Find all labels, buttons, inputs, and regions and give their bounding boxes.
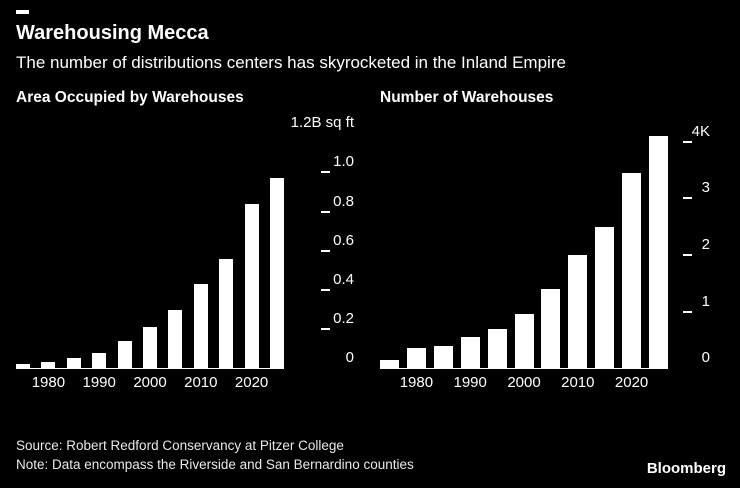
y-axis: 0 0.2 0.4 0.6 0.8 1.0 1.2B sq ft [284, 115, 356, 368]
x-tick-label: 2010 [184, 374, 218, 392]
y-tick-label: 3 [701, 179, 710, 197]
bar [41, 362, 56, 369]
x-tick-label: 1990 [82, 374, 116, 392]
chart-panel-area-occupied: Area Occupied by Warehouses 0 0.2 0.4 0.6 0.… [16, 89, 356, 396]
figure-title: Warehousing Mecca [16, 22, 209, 44]
y-tick-label: 4K [691, 122, 710, 140]
y-tick-label: 0.8 [333, 192, 354, 210]
x-tick-label: 2020 [614, 374, 649, 392]
note-line: Note: Data encompass the Riverside and S… [16, 457, 414, 473]
bar [92, 352, 107, 369]
bar [649, 136, 668, 369]
y-tick-label: 0.4 [333, 270, 354, 288]
footer: Source: Robert Redford Conservancy at Pi… [16, 437, 414, 475]
x-axis-labels: 1980 1990 2000 2010 2020 [16, 372, 356, 396]
bloomberg-logo: Bloomberg [646, 460, 726, 477]
y-tick-mark [683, 197, 692, 200]
bar [143, 327, 157, 369]
y-tick-mark [683, 140, 692, 143]
y-axis-unit-label: 1.2B sq ft [290, 114, 354, 132]
header: Warehousing Mecca The number of distribu… [0, 0, 740, 73]
bar [16, 364, 30, 369]
x-tick-label: 1980 [31, 374, 66, 392]
bar [487, 328, 507, 369]
x-tick-label: 2000 [133, 374, 167, 392]
y-tick-mark [683, 254, 692, 256]
source-line: Source: Robert Redford Conservancy at Pi… [16, 438, 344, 454]
y-axis: 0 1 2 3 4K [668, 124, 712, 368]
plot-area [16, 133, 284, 370]
y-tick-label: 0.2 [333, 310, 354, 328]
x-tick-label: 2020 [234, 374, 269, 392]
bar [568, 255, 588, 369]
y-tick-label: 1 [701, 292, 710, 310]
top-accent-mark [16, 10, 29, 14]
y-tick-mark [683, 310, 692, 313]
y-tick-mark [321, 210, 330, 213]
bar [380, 359, 399, 369]
x-tick-label: 1990 [453, 374, 487, 392]
bar [514, 314, 534, 369]
y-tick-label: 0 [345, 349, 354, 367]
x-axis-labels: 1980 1990 2000 2010 2020 [380, 372, 712, 396]
bar [433, 345, 453, 369]
y-tick-mark [321, 288, 330, 291]
bar [244, 203, 259, 369]
chart-title: Number of Warehouses [380, 89, 554, 107]
y-tick-mark [321, 249, 330, 252]
y-tick-label: 0 [701, 349, 710, 367]
y-tick-mark [321, 328, 330, 331]
chart-title: Area Occupied by Warehouses [16, 89, 244, 107]
bar [460, 337, 480, 369]
x-tick-label: 1980 [399, 374, 434, 392]
bar [541, 288, 561, 369]
chart-body: 0 0.2 0.4 0.6 0.8 1.0 1.2B sq ft [16, 115, 356, 370]
bar [117, 340, 132, 369]
bar [406, 348, 426, 369]
chart-panel-number-warehouses: Number of Warehouses 0 1 2 3 4K 1980 1990 2000… [380, 89, 712, 396]
bar [595, 226, 615, 369]
x-tick-label: 2010 [561, 374, 595, 392]
figure-subtitle: The number of distributions centers has … [16, 53, 566, 72]
y-tick-mark [321, 171, 330, 174]
bar [66, 358, 81, 369]
chart-body: 0 1 2 3 4K [380, 124, 712, 370]
y-tick-label: 1.0 [333, 153, 354, 171]
charts-row: Area Occupied by Warehouses 0 0.2 0.4 0.6 0.… [0, 89, 740, 396]
plot-area [380, 133, 668, 370]
y-tick-label: 0.6 [333, 231, 354, 249]
bar [219, 258, 234, 369]
x-tick-label: 2000 [507, 374, 541, 392]
bar [193, 284, 208, 369]
bar [622, 172, 642, 369]
bar [270, 178, 284, 369]
y-tick-label: 2 [701, 236, 710, 253]
bar [168, 309, 183, 369]
